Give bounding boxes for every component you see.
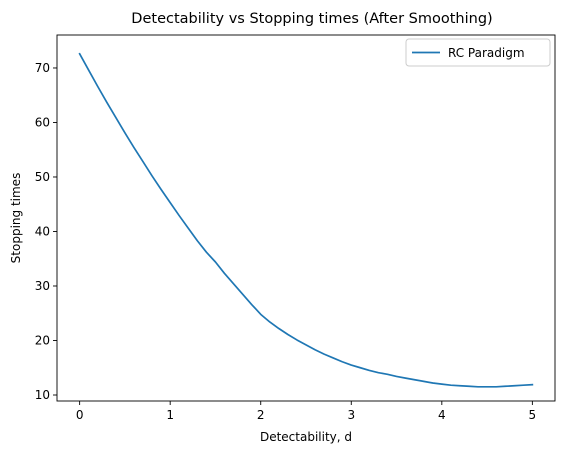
plot-area: 0 1 2 3 4 5 10 20 30 40 50 60 70 [35,34,556,422]
x-tick-label: 4 [438,408,446,422]
y-tick-label: 70 [35,61,50,75]
plot-frame [56,34,556,402]
x-tick-label: 2 [257,408,265,422]
series-line-0 [78,52,534,388]
legend-label-rc-paradigm: RC Paradigm [448,46,525,60]
x-axis: 0 1 2 3 4 5 [76,401,536,422]
y-axis-label: Stopping times [9,173,23,264]
x-tick-label: 1 [166,408,174,422]
x-tick-label: 0 [76,408,84,422]
legend-box [405,38,551,67]
y-tick-label: 30 [35,279,50,293]
y-tick-label: 60 [35,115,50,129]
legend: RC Paradigm [405,38,551,67]
chart-title: Detectability vs Stopping times (After S… [131,11,492,27]
x-tick-label: 3 [347,408,355,422]
x-axis-label: Detectability, d [260,430,352,444]
x-tick-label: 5 [529,408,537,422]
y-tick-label: 40 [35,224,50,238]
y-tick-label: 50 [35,170,50,184]
y-axis: 10 20 30 40 50 60 70 [35,61,57,402]
y-tick-label: 10 [35,388,50,402]
series-layer [78,52,534,388]
y-tick-label: 20 [35,333,50,347]
